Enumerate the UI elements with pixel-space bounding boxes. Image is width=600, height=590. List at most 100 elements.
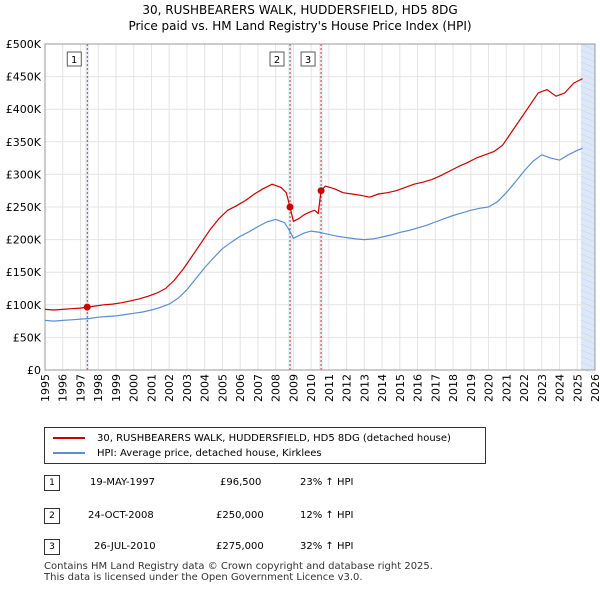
x-tick-label: 2021 — [500, 374, 513, 402]
future-hatch — [580, 91, 596, 99]
x-tick-label: 2000 — [128, 374, 141, 402]
transaction-row: 1 19-MAY-1997 £96,500 23% ↑ HPI — [44, 474, 484, 492]
x-tick-label: 2005 — [216, 374, 229, 402]
x-tick-label: 1999 — [110, 374, 123, 402]
future-hatch — [580, 115, 596, 123]
x-tick-label: 2025 — [571, 374, 584, 402]
future-hatch — [580, 325, 596, 333]
legend-item-hpi: HPI: Average price, detached house, Kirk… — [53, 446, 322, 460]
plot-frame — [44, 43, 596, 371]
future-hatch — [580, 85, 596, 93]
x-tick-label: 2015 — [394, 374, 407, 402]
x-tick-label: 1996 — [57, 374, 70, 402]
x-tick-label: 2001 — [145, 374, 158, 402]
future-hatch — [580, 295, 596, 303]
y-tick-label: £500K — [6, 38, 42, 51]
y-tick-label: £300K — [6, 168, 42, 181]
x-tick-label: 2012 — [341, 374, 354, 402]
future-hatch — [580, 319, 596, 327]
transaction-change: 12% ↑ HPI — [300, 510, 354, 521]
legend-label-hpi: HPI: Average price, detached house, Kirk… — [97, 447, 322, 459]
future-hatch — [580, 151, 596, 159]
property-price-line — [44, 78, 583, 311]
y-tick-label: £450K — [6, 71, 42, 84]
transaction-number: 1 — [44, 475, 60, 491]
legend-swatch-hpi — [53, 452, 85, 454]
future-hatch — [580, 337, 596, 345]
future-hatch — [580, 229, 596, 237]
future-hatch — [580, 181, 596, 189]
sale-label-box — [66, 51, 82, 67]
future-hatch — [580, 277, 596, 285]
future-hatch — [580, 301, 596, 309]
future-hatch — [580, 187, 596, 195]
future-hatch — [580, 217, 596, 225]
x-tick-label: 2026 — [589, 374, 600, 402]
future-hatch — [580, 145, 596, 153]
y-tick-label: £150K — [6, 266, 42, 279]
footer-copyright: Contains HM Land Registry data © Crown c… — [44, 561, 433, 572]
future-hatch — [580, 127, 596, 135]
sale-label-box — [269, 51, 285, 67]
transaction-row: 3 26-JUL-2010 £275,000 32% ↑ HPI — [44, 538, 484, 556]
transaction-price: £96,500 — [220, 477, 262, 488]
transaction-date: 19-MAY-1997 — [90, 477, 156, 488]
future-hatch — [580, 355, 596, 363]
chart-title: 30, RUSHBEARERS WALK, HUDDERSFIELD, HD5 … — [142, 3, 458, 17]
x-tick-label: 1998 — [92, 374, 105, 402]
sale-point — [317, 187, 325, 195]
x-tick-label: 1997 — [74, 374, 87, 402]
future-hatch — [580, 235, 596, 243]
future-hatch — [580, 73, 596, 81]
transaction-price: £275,000 — [216, 541, 264, 552]
x-tick-label: 2024 — [554, 374, 567, 402]
y-tick-label: £350K — [6, 136, 42, 149]
transaction-date: 24-OCT-2008 — [88, 510, 154, 521]
legend: 30, RUSHBEARERS WALK, HUDDERSFIELD, HD5 … — [44, 427, 486, 464]
transaction-date: 26-JUL-2010 — [94, 541, 156, 552]
future-hatch — [580, 163, 596, 171]
x-tick-label: 2016 — [412, 374, 425, 402]
transaction-row: 2 24-OCT-2008 £250,000 12% ↑ HPI — [44, 507, 484, 525]
x-tick-label: 2004 — [199, 374, 212, 402]
x-tick-label: 2009 — [287, 374, 300, 402]
y-tick-label: £0 — [27, 364, 41, 377]
sale-label: 1 — [71, 55, 77, 66]
x-tick-label: 2011 — [323, 374, 336, 402]
sale-label-box — [300, 51, 316, 67]
future-hatch — [580, 157, 596, 165]
future-hatch — [580, 199, 596, 207]
future-hatch — [580, 211, 596, 219]
future-hatch — [580, 343, 596, 351]
x-tick-label: 2023 — [536, 374, 549, 402]
future-hatch — [580, 265, 596, 273]
x-tick-label: 2008 — [270, 374, 283, 402]
legend-item-property: 30, RUSHBEARERS WALK, HUDDERSFIELD, HD5 … — [53, 431, 451, 445]
future-hatch — [580, 361, 596, 369]
future-hatch — [580, 289, 596, 297]
future-hatch — [580, 241, 596, 249]
legend-swatch-property — [53, 437, 85, 439]
future-hatch — [580, 61, 596, 69]
sale-label: 2 — [274, 55, 280, 66]
x-tick-label: 2017 — [429, 374, 442, 402]
future-hatch — [580, 331, 596, 339]
sale-label: 3 — [305, 55, 311, 66]
future-hatch — [580, 313, 596, 321]
legend-label-property: 30, RUSHBEARERS WALK, HUDDERSFIELD, HD5 … — [97, 432, 451, 444]
x-tick-label: 2013 — [358, 374, 371, 402]
transaction-number: 2 — [44, 508, 60, 524]
future-hatch — [580, 271, 596, 279]
future-hatch — [580, 55, 596, 63]
x-tick-label: 2020 — [483, 374, 496, 402]
y-tick-label: £100K — [6, 299, 42, 312]
x-tick-label: 2003 — [181, 374, 194, 402]
footer-license: This data is licensed under the Open Gov… — [44, 572, 363, 583]
sale-point — [286, 203, 294, 211]
y-tick-label: £50K — [13, 331, 42, 344]
transaction-change: 32% ↑ HPI — [300, 541, 354, 552]
transaction-price: £250,000 — [216, 510, 264, 521]
future-hatch — [580, 139, 596, 147]
x-tick-label: 2018 — [447, 374, 460, 402]
y-tick-label: £250K — [6, 201, 42, 214]
